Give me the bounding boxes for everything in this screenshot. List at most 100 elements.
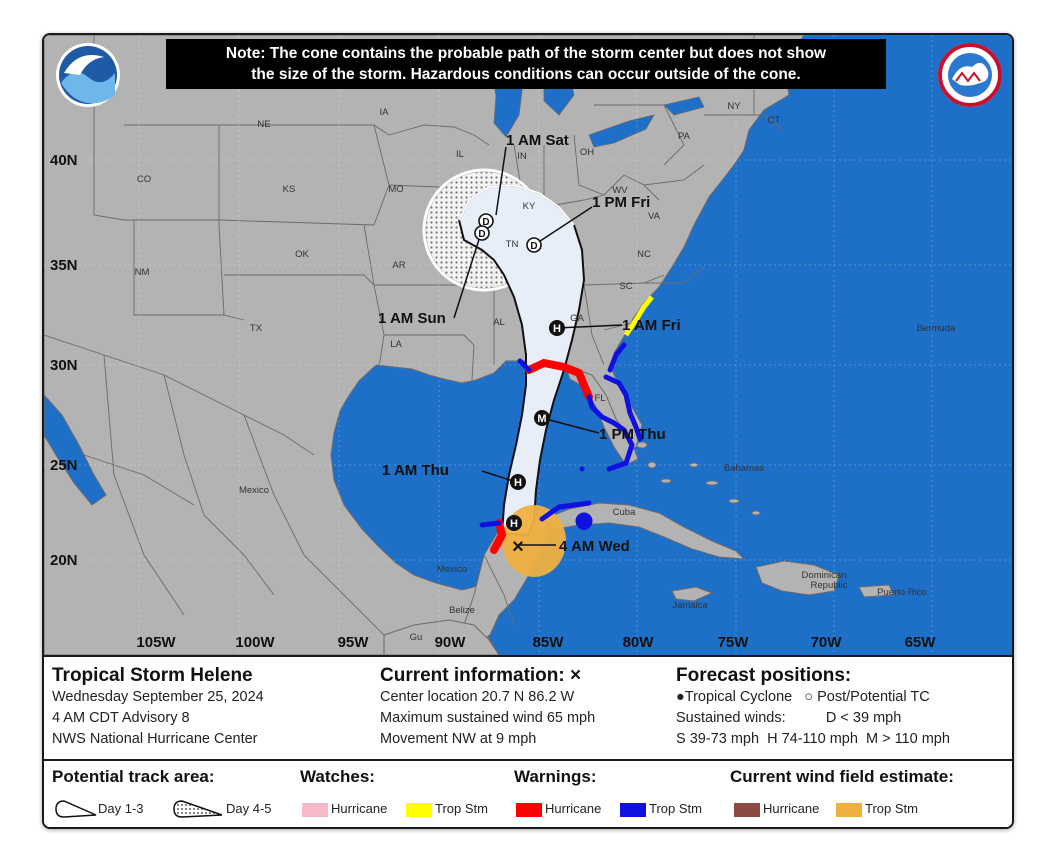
central-america xyxy=(383,619,500,655)
watch-hurricane-label: Hurricane xyxy=(331,801,388,816)
svg-text:OH: OH xyxy=(580,147,594,158)
gulf-of-california xyxy=(44,394,107,506)
storm-name: Tropical Storm Helene xyxy=(52,665,253,686)
label-1pm-fri: 1 PM Fri xyxy=(592,194,650,211)
leader-lines xyxy=(453,146,623,546)
svg-text:CO: CO xyxy=(137,174,151,185)
svg-text:H: H xyxy=(510,518,518,530)
current-position-x: × xyxy=(512,536,524,558)
storm-info-panel: Tropical Storm Helene Wednesday Septembe… xyxy=(44,655,1012,761)
svg-text:105W: 105W xyxy=(136,634,176,651)
svg-text:FL: FL xyxy=(594,393,605,404)
svg-text:D: D xyxy=(530,241,537,252)
svg-text:WV: WV xyxy=(612,185,628,196)
svg-text:Mexico: Mexico xyxy=(437,564,467,575)
wind-categories-line: S 39-73 mph H 74-110 mph M > 110 mph xyxy=(676,731,950,747)
filled-circle-icon: ● xyxy=(676,689,685,705)
cone-inner-edge xyxy=(458,183,575,226)
svg-text:NM: NM xyxy=(135,267,150,278)
current-information: Current information: × Center location 2… xyxy=(380,665,595,750)
svg-text:80W: 80W xyxy=(623,634,655,651)
marker-d1: D xyxy=(478,213,494,229)
svg-text:Jamaica: Jamaica xyxy=(672,600,708,611)
trop-storm-watch-line xyxy=(623,295,654,337)
svg-text:PA: PA xyxy=(678,131,691,142)
svg-text:Puerto Rico: Puerto Rico xyxy=(877,587,927,598)
jamaica xyxy=(671,586,714,602)
label-1am-sun: 1 AM Sun xyxy=(378,310,446,327)
svg-text:Bahamas: Bahamas xyxy=(724,463,764,474)
forecast-legend-line: ●Tropical Cyclone ○ Post/Potential TC xyxy=(676,689,930,705)
nws-logo xyxy=(938,43,1002,107)
svg-text:35N: 35N xyxy=(50,257,78,274)
svg-text:30N: 30N xyxy=(50,357,78,374)
open-circle-icon: ○ xyxy=(804,689,814,705)
label-4am-wed: 4 AM Wed xyxy=(559,538,630,555)
svg-text:AR: AR xyxy=(392,260,405,271)
sustained-winds-line: Sustained winds: D < 39 mph xyxy=(676,710,902,726)
warn-hurricane-label: Hurricane xyxy=(545,801,602,816)
wind-hurricane-label: Hurricane xyxy=(763,801,820,816)
svg-text:VA: VA xyxy=(648,211,661,222)
svg-text:GA: GA xyxy=(570,313,584,324)
forecast-map: D D D H M H H × 1 AM Sat 1 PM Fri 1 AM S… xyxy=(44,35,1012,655)
longitude-labels: 105W 100W 95W 90W 85W 80W 75W 70W 65W xyxy=(136,634,936,651)
svg-text:TX: TX xyxy=(250,323,263,334)
note-line-1: Note: The cone contains the probable pat… xyxy=(225,45,827,62)
watch-trop-swatch xyxy=(406,803,432,817)
issuing-center: NWS National Hurricane Center xyxy=(52,731,258,747)
marker-h3: H xyxy=(506,515,522,531)
forecast-point-markers: D D D H M H H × xyxy=(474,213,565,558)
svg-text:85W: 85W xyxy=(533,634,565,651)
current-info-header: Current information: × xyxy=(380,665,582,686)
svg-text:H: H xyxy=(553,323,561,335)
svg-text:75W: 75W xyxy=(718,634,750,651)
svg-text:CT: CT xyxy=(768,115,781,126)
center-location: Center location 20.7 N 86.2 W xyxy=(380,689,575,705)
current-x-symbol: × xyxy=(570,665,582,686)
svg-text:20N: 20N xyxy=(50,552,78,569)
svg-text:IA: IA xyxy=(380,107,390,118)
place-labels: Mexico Mexico Cuba Bahamas Dominican Rep… xyxy=(239,323,956,643)
svg-text:SC: SC xyxy=(619,281,632,292)
svg-text:95W: 95W xyxy=(338,634,370,651)
svg-text:Bermuda: Bermuda xyxy=(917,323,956,334)
svg-text:LA: LA xyxy=(390,339,402,350)
svg-text:40N: 40N xyxy=(50,152,78,169)
svg-text:Cuba: Cuba xyxy=(613,507,636,518)
trop-storm-warning-dot xyxy=(577,516,591,530)
svg-text:D: D xyxy=(478,229,485,240)
forecast-time-labels: 1 AM Sat 1 PM Fri 1 AM Sun 1 AM Fri 1 PM… xyxy=(378,132,681,555)
svg-text:TN: TN xyxy=(506,239,519,250)
watch-trop-label: Trop Stm xyxy=(435,801,488,816)
note-line-2: the size of the storm. Hazardous conditi… xyxy=(251,66,801,83)
marker-d2: D xyxy=(474,225,490,241)
storm-identity: Tropical Storm Helene Wednesday Septembe… xyxy=(52,665,264,750)
warn-trop-swatch xyxy=(620,803,646,817)
watch-hurricane-swatch xyxy=(302,803,328,817)
svg-text:M: M xyxy=(537,413,546,425)
svg-text:100W: 100W xyxy=(235,634,275,651)
svg-text:Dominican: Dominican xyxy=(802,570,847,581)
trop-storm-warning-dot-small xyxy=(579,466,585,472)
watches-header: Watches: xyxy=(300,767,375,786)
svg-text:OK: OK xyxy=(295,249,309,260)
trop-storm-warning-lines xyxy=(479,342,643,530)
svg-text:NE: NE xyxy=(257,119,270,130)
noaa-logo xyxy=(56,43,120,107)
day45-cone-icon xyxy=(173,800,223,818)
wind-trop-swatch xyxy=(836,803,862,817)
svg-text:90W: 90W xyxy=(435,634,467,651)
forecast-header: Forecast positions: xyxy=(676,665,852,686)
wind-hurricane-swatch xyxy=(734,803,760,817)
svg-text:AL: AL xyxy=(493,317,505,328)
state-labels: NE IA IL IN OH PA NY CT CO KS MO KY WV V… xyxy=(135,101,781,404)
svg-text:IN: IN xyxy=(517,151,527,162)
label-1am-thu: 1 AM Thu xyxy=(382,462,449,479)
label-1am-sat: 1 AM Sat xyxy=(506,132,569,149)
map-legend: Potential track area: Day 1-3 Day 4-5 Wa… xyxy=(44,759,1012,827)
cuba xyxy=(543,502,746,560)
movement: Movement NW at 9 mph xyxy=(380,731,537,747)
puerto-rico xyxy=(858,584,895,598)
advisory-number: 4 AM CDT Advisory 8 xyxy=(52,710,190,726)
